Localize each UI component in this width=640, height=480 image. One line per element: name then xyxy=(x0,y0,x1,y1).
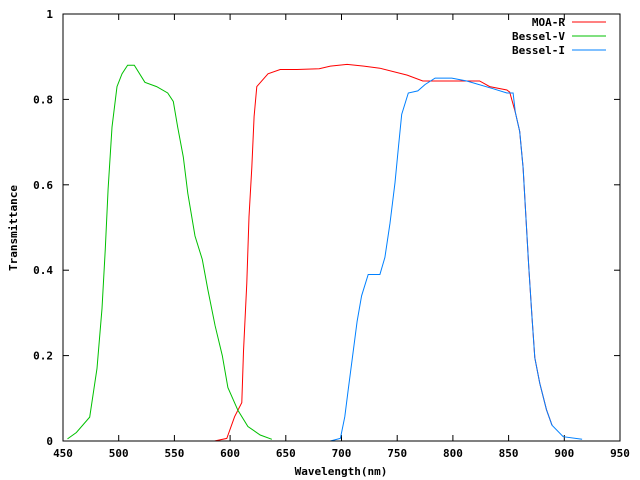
series-lines xyxy=(67,63,583,442)
x-tick-label: 750 xyxy=(387,447,407,460)
y-tick-label: 0.6 xyxy=(33,179,53,192)
legend-label: Bessel-V xyxy=(512,30,565,43)
x-tick-label: 650 xyxy=(276,447,296,460)
y-tick-label: 0.8 xyxy=(33,93,53,106)
y-tick-label: 0 xyxy=(46,435,53,448)
legend-label: Bessel-I xyxy=(512,44,565,57)
x-tick-label: 850 xyxy=(499,447,519,460)
x-tick-label: 500 xyxy=(109,447,129,460)
series-line-bessel-v xyxy=(67,64,273,440)
y-tick-label: 0.4 xyxy=(33,264,53,277)
x-tick-label: 900 xyxy=(554,447,574,460)
axis-ticks: 450 500 550 600 650 700 750 800 850 900 950 0 0.2 0.4… xyxy=(33,8,630,460)
x-tick-label: 550 xyxy=(164,447,184,460)
legend-label: MOA-R xyxy=(532,16,565,29)
x-tick-label: 600 xyxy=(220,447,240,460)
x-tick-label: 450 xyxy=(53,447,73,460)
x-tick-label: 700 xyxy=(332,447,352,460)
x-axis-label: Wavelength(nm) xyxy=(295,465,388,478)
series-line-moa-r xyxy=(214,63,553,442)
y-tick-label: 1 xyxy=(46,8,53,21)
y-tick-label: 0.2 xyxy=(33,350,53,363)
plot-frame xyxy=(62,13,621,442)
series-line-bessel-i xyxy=(330,77,583,442)
x-tick-label: 950 xyxy=(610,447,630,460)
x-tick-label: 800 xyxy=(443,447,463,460)
y-axis-label: Transmittance xyxy=(7,185,20,271)
